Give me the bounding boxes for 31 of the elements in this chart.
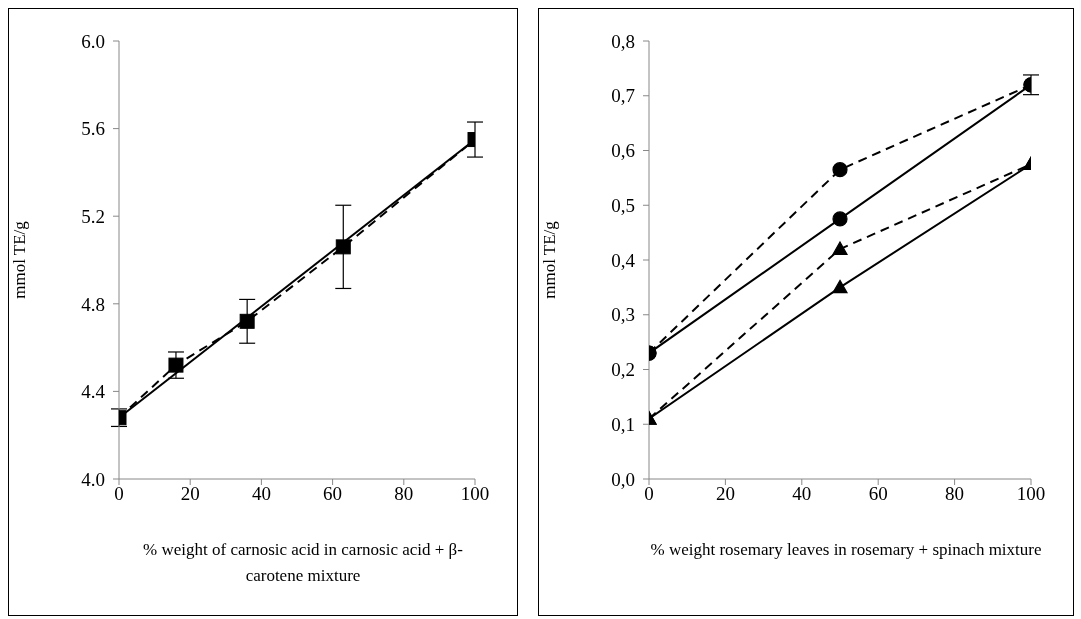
x-tick-label: 20 — [715, 483, 735, 505]
x-tick-label: 100 — [1016, 483, 1046, 505]
y-tick-label: 0,3 — [611, 304, 635, 326]
x-tick-label: 0 — [114, 483, 124, 505]
y-tick-label: 0,1 — [611, 413, 635, 435]
y-tick-label: 0,7 — [611, 85, 635, 107]
y-axis-title: mmol TE/g — [10, 220, 30, 299]
y-tick-label: 0,4 — [611, 249, 636, 271]
x-tick-label: 60 — [868, 483, 888, 505]
y-tick-label: 0,8 — [611, 30, 635, 52]
x-tick-label: 20 — [180, 483, 200, 505]
y-tick-label: 4.4 — [81, 381, 106, 403]
y-tick-label: 5.2 — [81, 205, 105, 227]
y-tick-label: 4.8 — [81, 293, 105, 315]
x-tick-label: 40 — [792, 483, 812, 505]
y-tick-label: 4.0 — [81, 468, 105, 490]
y-tick-label: 0,0 — [611, 468, 635, 490]
x-tick-label: 80 — [394, 483, 414, 505]
y-tick-label: 5.6 — [81, 118, 105, 140]
y-tick-label: 6.0 — [81, 30, 105, 52]
y-axis-title: mmol TE/g — [540, 220, 560, 299]
y-tick-label: 0,5 — [611, 194, 635, 216]
x-tick-label: 60 — [323, 483, 343, 505]
y-tick-label: 0,6 — [611, 140, 635, 162]
x-tick-label: 100 — [460, 483, 490, 505]
x-axis-title: % weight of carnosic acid in carnosic acid + β-carotene mixture — [142, 539, 464, 587]
x-axis-title: % weight rosemary leaves in rosemary + spinach mixture — [649, 539, 1043, 561]
x-tick-label: 0 — [644, 483, 654, 505]
y-tick-label: 0,2 — [611, 359, 635, 381]
x-tick-label: 40 — [251, 483, 271, 505]
x-tick-label: 80 — [945, 483, 965, 505]
